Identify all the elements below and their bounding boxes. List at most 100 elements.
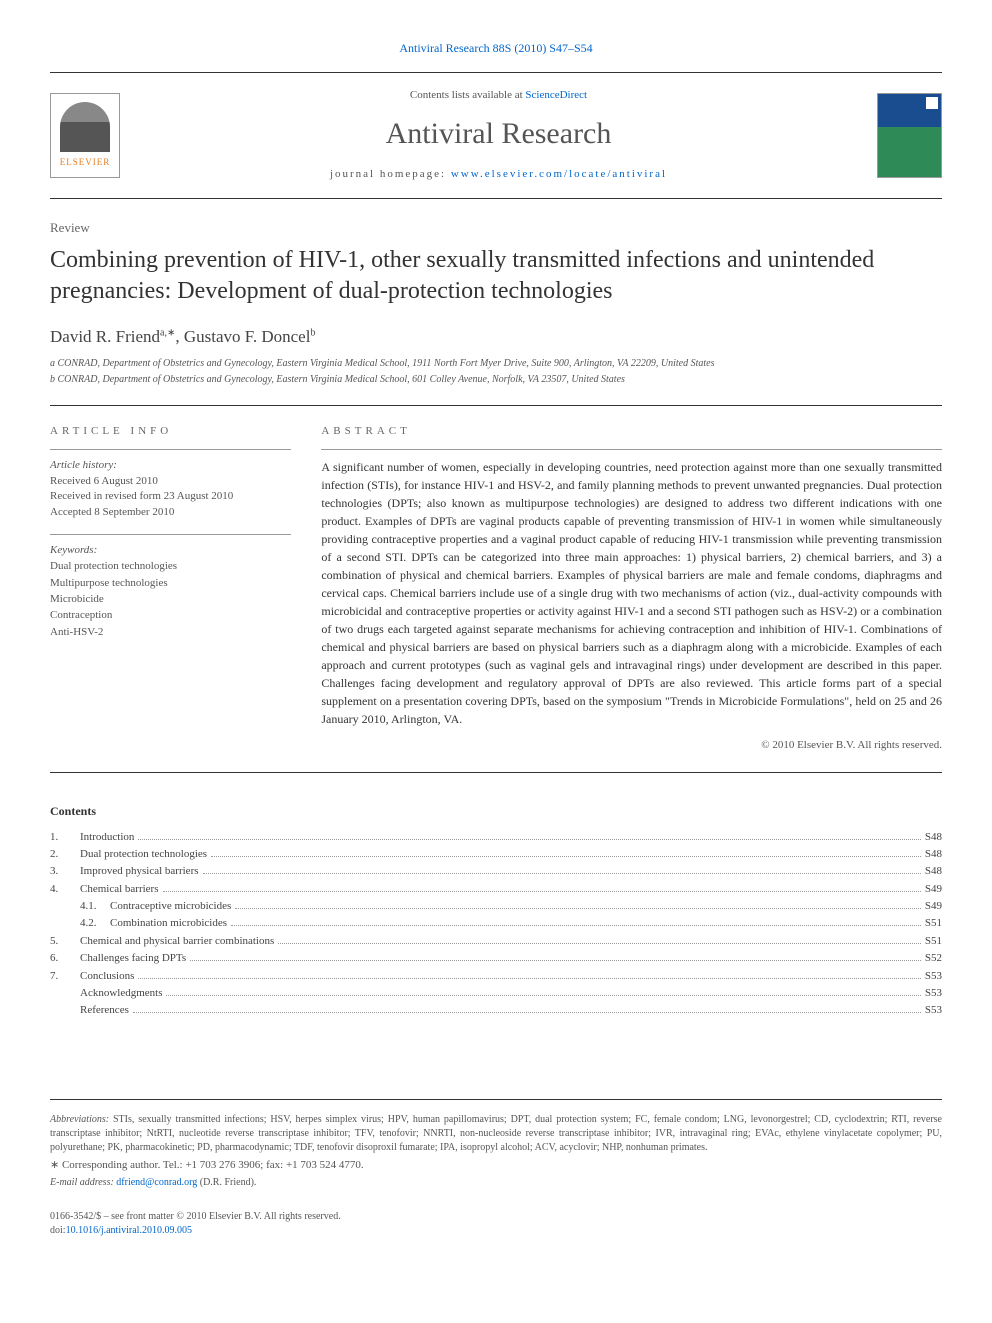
toc-dots (138, 839, 920, 840)
toc-page: S51 (925, 934, 942, 949)
corresponding-author: ∗ Corresponding author. Tel.: +1 703 276… (50, 1158, 942, 1173)
keywords-list: Dual protection technologies Multipurpos… (50, 559, 291, 640)
journal-homepage: journal homepage: www.elsevier.com/locat… (120, 167, 877, 182)
toc-dots (133, 1012, 921, 1013)
toc-label: Challenges facing DPTs (80, 951, 186, 966)
toc-label: Acknowledgments (80, 986, 162, 1001)
homepage-prefix: journal homepage: (330, 168, 451, 180)
toc-dots (235, 908, 921, 909)
toc-row: 4.Chemical barriers S49 (50, 882, 942, 897)
article-info-header: ARTICLE INFO (50, 424, 291, 439)
doi-link[interactable]: 10.1016/j.antiviral.2010.09.005 (66, 1225, 192, 1236)
contents-prefix: Contents lists available at (410, 89, 525, 101)
article-info-column: ARTICLE INFO Article history: Received 6… (50, 424, 291, 754)
revised-date: Received in revised form 23 August 2010 (50, 489, 291, 504)
toc-number: 3. (50, 864, 80, 879)
toc-dots (163, 891, 921, 892)
toc-row: References S53 (50, 1003, 942, 1018)
elsevier-tree-icon (60, 102, 110, 152)
toc-number: 2. (50, 847, 80, 862)
toc-dots (231, 925, 921, 926)
info-abstract-row: ARTICLE INFO Article history: Received 6… (50, 424, 942, 754)
keyword: Microbicide (50, 592, 291, 607)
toc-page: S49 (925, 899, 942, 914)
table-of-contents: 1.IntroductionS48 2.Dual protection techn… (50, 830, 942, 1019)
toc-number: 5. (50, 934, 80, 949)
toc-number: 4. (50, 882, 80, 897)
toc-dots (166, 995, 920, 996)
issn-line: 0166-3542/$ – see front matter © 2010 El… (50, 1210, 942, 1224)
contents-section: Contents 1.IntroductionS48 2.Dual protect… (50, 803, 942, 1019)
toc-page: S53 (925, 986, 942, 1001)
affiliation-a: a CONRAD, Department of Obstetrics and G… (50, 357, 942, 371)
keyword: Dual protection technologies (50, 559, 291, 574)
toc-label: Dual protection technologies (80, 847, 207, 862)
doi-line: doi:10.1016/j.antiviral.2010.09.005 (50, 1224, 942, 1238)
toc-dots (278, 943, 921, 944)
elsevier-logo: ELSEVIER (50, 93, 120, 178)
authors: David R. Frienda,∗, Gustavo F. Doncelb (50, 325, 942, 349)
toc-page: S53 (925, 1003, 942, 1018)
toc-row: Acknowledgments S53 (50, 986, 942, 1001)
contents-available: Contents lists available at ScienceDirec… (120, 88, 877, 103)
history-label: Article history: (50, 458, 291, 473)
toc-number: 7. (50, 969, 80, 984)
toc-page: S51 (925, 916, 942, 931)
abbreviations: Abbreviations: STIs, sexually transmitte… (50, 1113, 942, 1155)
toc-row: 3.Improved physical barriersS48 (50, 864, 942, 879)
journal-reference: Antiviral Research 88S (2010) S47–S54 (50, 40, 942, 57)
email-link[interactable]: dfriend@conrad.org (116, 1177, 197, 1188)
journal-cover-thumbnail (877, 93, 942, 178)
toc-row: 1.IntroductionS48 (50, 830, 942, 845)
toc-page: S49 (925, 882, 942, 897)
affiliation-b: b CONRAD, Department of Obstetrics and G… (50, 373, 942, 387)
divider (50, 405, 942, 406)
toc-number: 6. (50, 951, 80, 966)
toc-row: 7.ConclusionsS53 (50, 969, 942, 984)
toc-label: Combination microbicides (110, 916, 227, 931)
keywords-block: Keywords: Dual protection technologies M… (50, 543, 291, 640)
keyword: Anti-HSV-2 (50, 625, 291, 640)
toc-label: References (80, 1003, 129, 1018)
homepage-link[interactable]: www.elsevier.com/locate/antiviral (451, 168, 667, 180)
toc-label: Chemical and physical barrier combinatio… (80, 934, 274, 949)
bottom-info: 0166-3542/$ – see front matter © 2010 El… (50, 1210, 942, 1238)
abstract-header: ABSTRACT (321, 424, 942, 439)
toc-row: 6.Challenges facing DPTs S52 (50, 951, 942, 966)
doi-prefix: doi: (50, 1225, 66, 1236)
author-2-sup: b (310, 327, 315, 338)
divider (50, 772, 942, 773)
toc-page: S53 (925, 969, 942, 984)
keyword: Multipurpose technologies (50, 576, 291, 591)
toc-row: 4.2.Combination microbicides S51 (50, 916, 942, 931)
received-date: Received 6 August 2010 (50, 474, 291, 489)
toc-number: 1. (50, 830, 80, 845)
author-1: David R. Friend (50, 327, 160, 346)
abbrev-label: Abbreviations: (50, 1114, 109, 1125)
toc-label: Introduction (80, 830, 134, 845)
toc-page: S52 (925, 951, 942, 966)
toc-dots (203, 873, 921, 874)
sciencedirect-link[interactable]: ScienceDirect (525, 89, 587, 101)
keywords-label: Keywords: (50, 543, 291, 558)
toc-dots (211, 856, 921, 857)
elsevier-text: ELSEVIER (60, 156, 111, 169)
abstract-column: ABSTRACT A significant number of women, … (321, 424, 942, 754)
header-center: Contents lists available at ScienceDirec… (120, 88, 877, 183)
toc-label: Improved physical barriers (80, 864, 199, 879)
author-2: , Gustavo F. Doncel (175, 327, 310, 346)
email-label: E-mail address: (50, 1177, 116, 1188)
article-title: Combining prevention of HIV-1, other sex… (50, 245, 942, 307)
toc-number: 4.2. (80, 916, 110, 931)
contents-title: Contents (50, 803, 942, 820)
abstract-divider (321, 449, 942, 450)
accepted-date: Accepted 8 September 2010 (50, 505, 291, 520)
toc-label: Contraceptive microbicides (110, 899, 231, 914)
abstract-text: A significant number of women, especiall… (321, 458, 942, 728)
toc-label: Chemical barriers (80, 882, 159, 897)
toc-dots (190, 960, 921, 961)
article-type: Review (50, 219, 942, 237)
article-history: Article history: Received 6 August 2010 … (50, 458, 291, 520)
footer: Abbreviations: STIs, sexually transmitte… (50, 1099, 942, 1190)
toc-row: 5.Chemical and physical barrier combinat… (50, 934, 942, 949)
